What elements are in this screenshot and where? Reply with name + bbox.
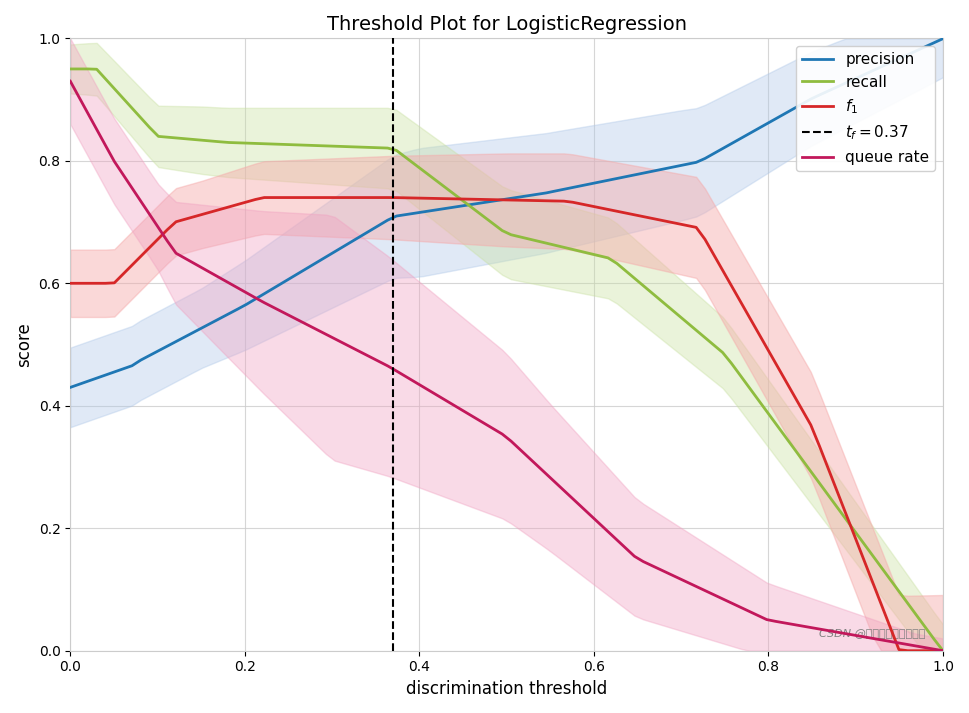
Text: CSDN @一个处女座的程序猿: CSDN @一个处女座的程序猿: [819, 628, 925, 638]
X-axis label: discrimination threshold: discrimination threshold: [406, 680, 608, 698]
Title: Threshold Plot for LogisticRegression: Threshold Plot for LogisticRegression: [327, 15, 687, 34]
Legend: precision, recall, $f_1$, $t_f = 0.37$, queue rate: precision, recall, $f_1$, $t_f = 0.37$, …: [797, 46, 935, 171]
Y-axis label: score: score: [15, 322, 33, 367]
